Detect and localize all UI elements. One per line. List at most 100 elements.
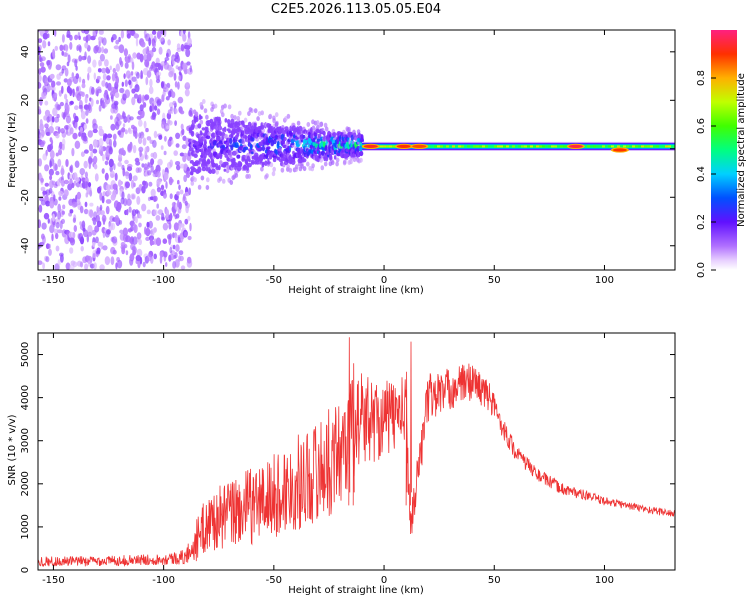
heatmap-cell [247, 134, 251, 141]
heatmap-cell [38, 74, 42, 83]
heatmap-cell [168, 176, 173, 186]
heatmap-cell [96, 46, 102, 54]
heatmap-cell [83, 30, 90, 35]
heatmap-signal-segment [584, 145, 587, 148]
heatmap-cell [226, 128, 231, 132]
heatmap-cell [55, 232, 59, 240]
heatmap-cell [118, 179, 122, 187]
heatmap-cell [104, 96, 111, 105]
heatmap-signal-segment [644, 145, 647, 148]
heatmap-cell [89, 209, 94, 218]
heatmap-cell [230, 113, 234, 119]
heatmap-cell [127, 143, 132, 152]
heatmap-cell [128, 206, 132, 213]
heatmap-cell [64, 67, 69, 77]
heatmap-cell [343, 159, 347, 165]
heatmap-cell [40, 129, 45, 137]
heatmap-cell [197, 161, 201, 165]
heatmap-cell [118, 44, 125, 54]
heatmap-cell [240, 120, 245, 126]
heatmap-signal-segment [668, 145, 671, 148]
snr-x-label: Height of straight line (km) [288, 585, 424, 596]
heatmap-cell [323, 161, 328, 167]
heatmap-cell [98, 138, 104, 147]
heatmap-cell [68, 76, 74, 83]
heatmap-cell [263, 156, 266, 160]
heatmap-cell [236, 115, 241, 121]
heatmap-signal-segment [548, 145, 551, 148]
heatmap-cell [185, 204, 189, 214]
heatmap-cell [268, 113, 273, 119]
heatmap-cell [146, 46, 150, 52]
heatmap-cell [138, 119, 143, 127]
heatmap-cell [162, 238, 168, 244]
heatmap-cell [169, 193, 173, 200]
heatmap-cell [302, 158, 307, 163]
heatmap-cell [298, 125, 303, 132]
heatmap-cell [59, 141, 63, 150]
heatmap-y-label: Frequency (Hz) [7, 112, 18, 188]
heatmap-cell [315, 120, 320, 126]
heatmap-cell [179, 223, 185, 228]
heatmap-cell [112, 133, 117, 141]
heatmap-signal-segment [608, 145, 611, 148]
heatmap-cell [84, 171, 88, 179]
heatmap-cell [197, 184, 202, 190]
heatmap-cell [153, 35, 157, 43]
heatmap-cell [201, 166, 207, 172]
heatmap-cell [223, 168, 227, 172]
heatmap-cell [88, 102, 91, 112]
heatmap-signal-segment [626, 145, 629, 148]
heatmap-cell [218, 116, 221, 123]
heatmap-cell [87, 66, 92, 74]
y-tick-label: 20 [20, 94, 31, 107]
x-tick-label: -150 [42, 275, 65, 286]
heatmap-cell [71, 182, 75, 189]
heatmap-cell [322, 131, 326, 136]
heatmap-cell [69, 247, 74, 254]
heatmap-cell [187, 235, 192, 241]
heatmap-cell [102, 191, 107, 197]
heatmap-cell [134, 131, 138, 139]
heatmap-cell [58, 196, 62, 201]
heatmap-cell [95, 236, 99, 244]
heatmap-cell [59, 44, 64, 51]
heatmap-cell [38, 108, 42, 115]
heatmap-cell [109, 146, 113, 151]
heatmap-cell [146, 53, 152, 62]
heatmap-cell [187, 37, 192, 47]
heatmap-cell [260, 166, 264, 172]
heatmap-cell [146, 209, 151, 215]
heatmap-cell [79, 236, 85, 245]
heatmap-cell [48, 168, 55, 176]
x-tick-label: -150 [42, 575, 65, 586]
heatmap-cell [142, 94, 145, 104]
heatmap-cell [233, 115, 237, 121]
heatmap-cell [359, 142, 363, 146]
heatmap-cell [79, 261, 84, 268]
heatmap-signal-segment [449, 145, 452, 148]
heatmap-cell [256, 116, 260, 122]
heatmap-cell [110, 256, 115, 266]
heatmap-cell [73, 225, 78, 232]
heatmap-cell [243, 164, 247, 169]
heatmap-cell [138, 146, 144, 153]
heatmap-cell [178, 255, 182, 262]
heatmap-cell [306, 161, 310, 167]
heatmap-signal-segment [491, 145, 494, 148]
y-tick-label: 0 [20, 567, 31, 573]
heatmap-cell [103, 48, 109, 54]
heatmap-cell [317, 133, 322, 139]
heatmap-cell [165, 181, 168, 189]
heatmap-cell [51, 180, 56, 186]
heatmap-signal-segment [599, 145, 602, 148]
x-tick-label: -50 [266, 575, 282, 586]
heatmap-cell [76, 191, 82, 200]
heatmap-cell [181, 144, 187, 150]
heatmap-cell [278, 146, 283, 152]
heatmap-cell [60, 128, 65, 134]
snr-panel: -150 -100 -50 0 50 100 010002000300040005000 … [7, 332, 676, 596]
heatmap-cell [352, 132, 357, 138]
heatmap-cell [81, 91, 85, 98]
heatmap-cell [156, 108, 161, 115]
